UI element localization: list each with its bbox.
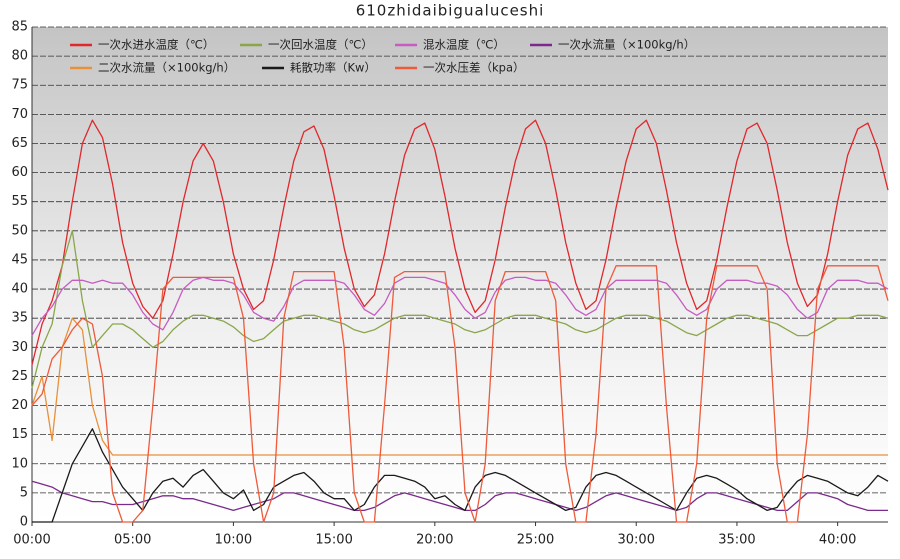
y-tick-label: 5 bbox=[20, 485, 28, 500]
y-tick-label: 70 bbox=[11, 107, 28, 122]
legend-label: 混水温度（℃） bbox=[423, 38, 505, 52]
y-tick-label: 35 bbox=[11, 311, 28, 326]
y-tick-label: 75 bbox=[11, 78, 28, 93]
y-tick-label: 55 bbox=[11, 194, 28, 209]
series-line bbox=[31, 480, 888, 512]
plot-area bbox=[32, 27, 888, 522]
chart-title: 610zhidaibigualuceshi bbox=[356, 2, 545, 20]
x-tick-label: 05:00 bbox=[114, 533, 151, 548]
x-tick-label: 30:00 bbox=[618, 533, 655, 548]
y-tick-label: 60 bbox=[11, 165, 28, 180]
series-line bbox=[32, 428, 889, 523]
y-tick-label: 30 bbox=[11, 340, 28, 355]
legend-label: 耗散功率（Kw） bbox=[290, 61, 376, 75]
legend-label: 一次水流量（×100kg/h） bbox=[558, 38, 695, 52]
y-tick-label: 50 bbox=[11, 223, 28, 238]
legend-label: 一次水进水温度（℃） bbox=[98, 38, 214, 52]
x-tick-label: 25:00 bbox=[517, 533, 554, 548]
x-tick-label: 10:00 bbox=[215, 533, 252, 548]
series-line bbox=[31, 276, 889, 336]
y-tick-label: 65 bbox=[11, 136, 28, 151]
y-tick-label: 85 bbox=[11, 20, 28, 35]
x-tick-label: 40:00 bbox=[819, 533, 856, 548]
y-tick-label: 80 bbox=[11, 49, 28, 64]
legend-label: 一次回水温度（℃） bbox=[268, 38, 373, 52]
x-tick-label: 35:00 bbox=[718, 533, 755, 548]
x-tick-label: 15:00 bbox=[315, 533, 352, 548]
series-line bbox=[31, 317, 888, 456]
y-tick-label: 20 bbox=[11, 398, 28, 413]
y-tick-label: 10 bbox=[11, 456, 28, 471]
series-line bbox=[31, 265, 889, 523]
x-tick-label: 20:00 bbox=[416, 533, 453, 548]
y-tick-label: 45 bbox=[11, 252, 28, 267]
series-line bbox=[31, 119, 889, 365]
y-tick-label: 0 bbox=[20, 515, 28, 530]
y-tick-label: 25 bbox=[11, 369, 28, 384]
y-tick-label: 15 bbox=[11, 427, 28, 442]
y-tick-label: 40 bbox=[11, 282, 28, 297]
series-line bbox=[31, 230, 889, 389]
x-tick-label: 00:00 bbox=[13, 533, 50, 548]
legend-label: 一次水压差（kpa） bbox=[423, 61, 525, 75]
legend-label: 二次水流量（×100kg/h） bbox=[98, 61, 235, 75]
